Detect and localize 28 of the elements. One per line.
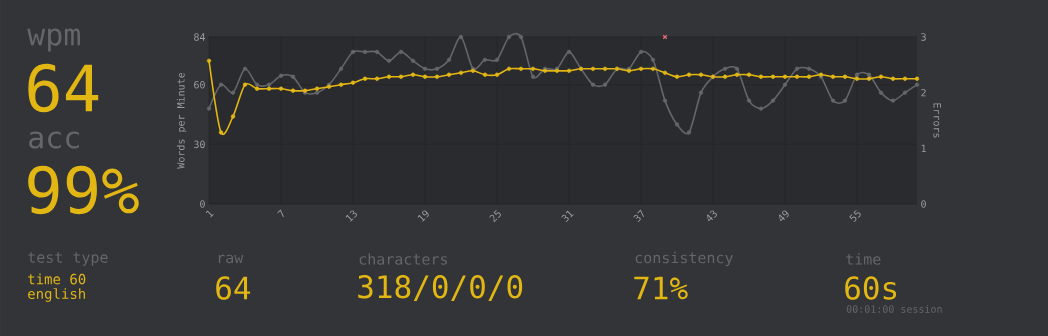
x-tick-label: 7: [277, 209, 284, 218]
x-tick-label: 19: [417, 210, 429, 222]
y2-tick-label: 2: [921, 88, 926, 97]
text: 99%: [28, 165, 139, 215]
text: 64: [216, 276, 251, 300]
x-tick-label: 55: [849, 209, 861, 223]
y-axis-title: Words per Minute: [176, 72, 187, 169]
y2-axis-title: Errors: [933, 103, 941, 138]
text: time 60: [28, 273, 86, 285]
x-tick-label: 31: [561, 210, 574, 223]
text: 71%: [634, 276, 688, 300]
text: 60s: [845, 276, 897, 300]
y2-tick-label: 1: [921, 144, 926, 152]
text: 318/0/0/0: [358, 275, 523, 301]
x-tick-label: 13: [345, 210, 357, 222]
y-tick-label: 30: [194, 140, 205, 149]
x-tick-label: 49: [779, 210, 789, 222]
x-tick-label: 37: [633, 209, 644, 223]
y-tick-label: 0: [200, 200, 205, 208]
x-tick-label: 25: [489, 210, 501, 223]
x-tick-label: 1: [205, 210, 214, 218]
text: 64: [28, 63, 99, 113]
y2-tick-label: 3: [921, 33, 926, 41]
text: english: [28, 288, 85, 302]
y-tick-label: 60: [194, 80, 205, 89]
y2-tick-label: 0: [921, 200, 926, 208]
x-tick-label: 43: [707, 210, 717, 222]
y-tick-label: 84: [194, 33, 206, 41]
